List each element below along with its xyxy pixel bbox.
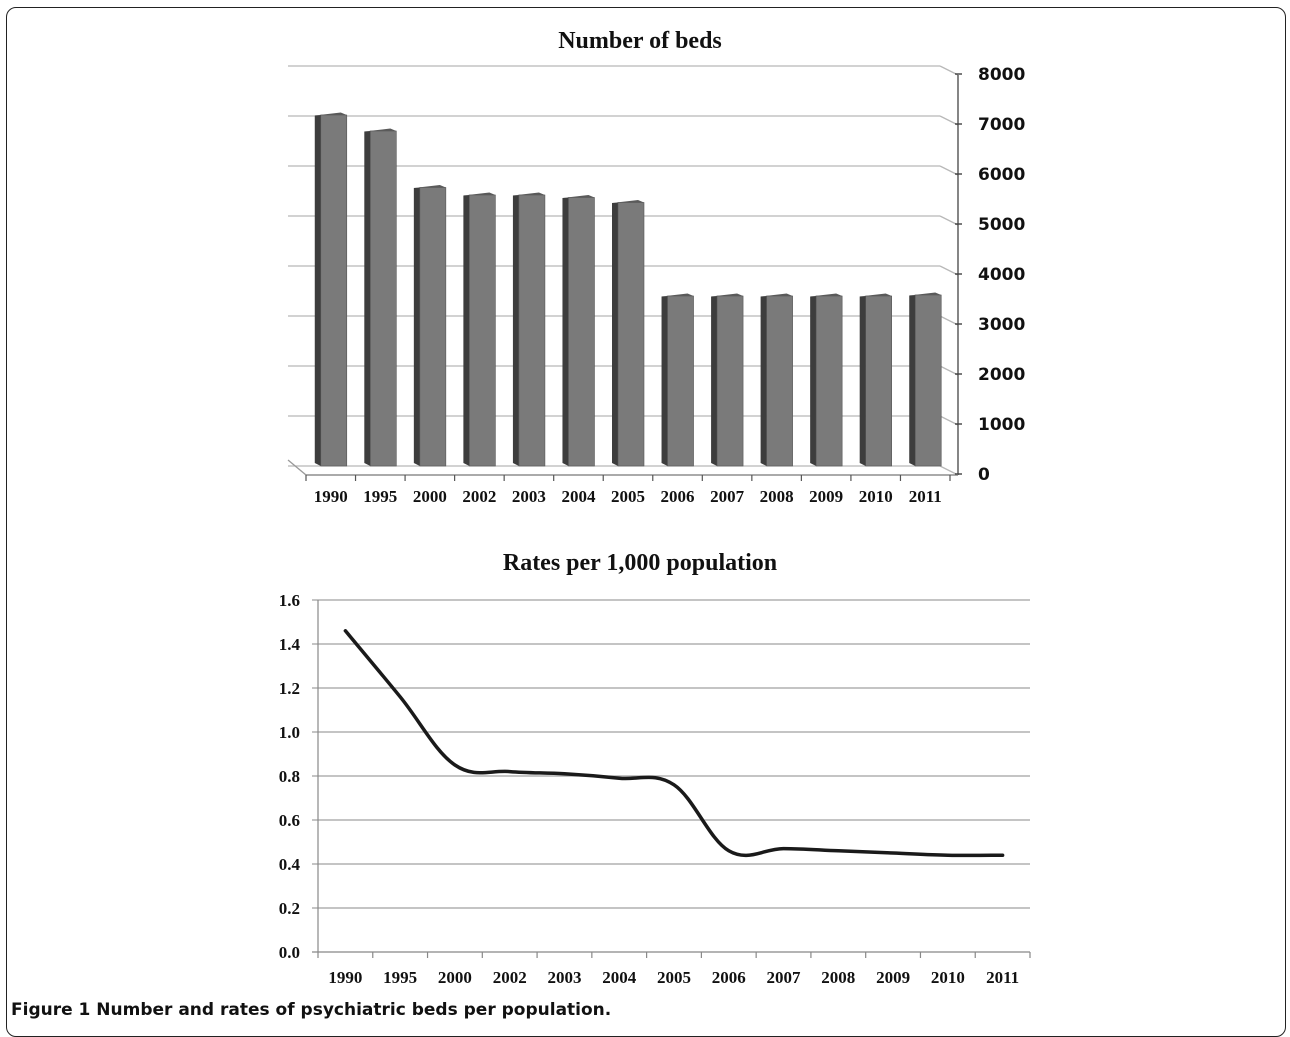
beds-x-tick-label: 2009: [809, 487, 843, 506]
beds-bar: [420, 188, 446, 467]
rates-x-tick-label: 2006: [712, 968, 746, 987]
rates-axes: [318, 600, 1030, 958]
beds-bar-side: [414, 188, 420, 467]
beds-bar-side: [315, 115, 321, 466]
rates-x-tick-label: 2009: [876, 968, 910, 987]
beds-x-tick-label: 2006: [661, 487, 695, 506]
rates-y-tick-label: 0.0: [279, 943, 300, 962]
rates-x-tick-label: 2007: [767, 968, 802, 987]
beds-y-tick-label: 8000: [978, 65, 1025, 85]
beds-bar: [915, 295, 941, 466]
beds-chart: Number of beds 0 1000 2000 3000 4000 5000 6000…: [288, 28, 1025, 506]
rates-x-tick-label: 2004: [602, 968, 637, 987]
beds-bar: [717, 296, 743, 466]
beds-x-tick-label: 2000: [413, 487, 447, 506]
rates-y-tick-label: 1.2: [279, 679, 300, 698]
beds-bar: [519, 195, 545, 466]
beds-y-tick-label: 4000: [978, 265, 1025, 285]
beds-x-tick-label: 2005: [611, 487, 645, 506]
beds-y-tick-label: 6000: [978, 165, 1025, 185]
beds-bar-side: [463, 195, 469, 466]
beds-bar: [469, 195, 495, 466]
rates-y-tick-label: 1.0: [279, 723, 300, 742]
rates-x-tick-label: 2000: [438, 968, 472, 987]
beds-bar-side: [612, 203, 618, 467]
rates-y-tick-label: 0.6: [279, 811, 300, 830]
beds-x-tick-label: 2008: [760, 487, 794, 506]
beds-x-tick-label: 2003: [512, 487, 546, 506]
rates-y-tick-labels: 0.0 0.2 0.4 0.6 0.8 1.0 1.2 1.4 1.6: [279, 591, 301, 962]
rates-series-line: [345, 631, 1002, 856]
beds-y-tick-label: 0: [978, 465, 990, 485]
beds-bar: [816, 296, 842, 466]
beds-x-tick-label: 2010: [859, 487, 893, 506]
beds-y-tick-label: 5000: [978, 215, 1025, 235]
beds-bar-side: [860, 296, 866, 466]
rates-y-tick-label: 1.6: [279, 591, 300, 610]
beds-x-tick-label: 2007: [710, 487, 745, 506]
beds-bar-side: [810, 296, 816, 466]
beds-x-tick-label: 2004: [561, 487, 596, 506]
beds-bar: [767, 296, 793, 466]
rates-chart-title: Rates per 1,000 population: [503, 550, 777, 576]
rates-x-tick-label: 2003: [547, 968, 581, 987]
rates-x-tick-labels: 1990 1995 2000 2002 2003 2004 2005 2006 2007 2008…: [328, 968, 1019, 987]
beds-chart-title: Number of beds: [558, 28, 722, 54]
beds-y-tick-label: 2000: [978, 365, 1025, 385]
beds-y-tick-label: 7000: [978, 115, 1025, 135]
figure-svg: Number of beds 0 1000 2000 3000 4000 5000 6000…: [0, 0, 1290, 1000]
beds-y-tick-labels: 0 1000 2000 3000 4000 5000 6000 7000 8000: [978, 65, 1025, 485]
beds-x-tick-label: 2011: [909, 487, 942, 506]
rates-chart: Rates per 1,000 population 0.00.20.40.60…: [279, 550, 1030, 987]
beds-bar-side: [711, 296, 717, 466]
rates-series: [345, 631, 1002, 856]
beds-bar-side: [909, 295, 915, 466]
rates-x-tick-label: 2005: [657, 968, 691, 987]
beds-bar: [568, 198, 594, 467]
rates-x-tick-label: 2011: [986, 968, 1019, 987]
beds-bar-side: [662, 296, 668, 466]
rates-y-tick-label: 0.4: [279, 855, 301, 874]
rates-y-tick-label: 0.2: [279, 899, 300, 918]
beds-x-tick-label: 2002: [462, 487, 496, 506]
beds-x-tick-label: 1990: [314, 487, 348, 506]
beds-bar-side: [562, 198, 568, 467]
rates-x-tick-label: 2010: [931, 968, 965, 987]
rates-y-tick-label: 1.4: [279, 635, 301, 654]
beds-x-tick-labels: 1990 1995 2000 2002 2003 2004 2005 2006 2007 2008…: [314, 487, 942, 506]
beds-bar-side: [513, 195, 519, 466]
beds-bar: [668, 296, 694, 466]
rates-x-tick-label: 1995: [383, 968, 417, 987]
rates-x-tick-label: 1990: [328, 968, 362, 987]
rates-x-tick-label: 2008: [821, 968, 855, 987]
beds-x-tick-label: 1995: [363, 487, 397, 506]
beds-floor-edge: [288, 460, 306, 475]
beds-bar: [866, 296, 892, 466]
beds-y-tick-label: 3000: [978, 315, 1025, 335]
rates-y-tick-label: 0.8: [279, 767, 300, 786]
rates-x-tick-label: 2002: [493, 968, 527, 987]
beds-bar-side: [364, 131, 370, 466]
beds-bar-side: [761, 296, 767, 466]
beds-bar: [370, 131, 396, 466]
beds-bar: [321, 115, 347, 466]
rates-gridlines: [312, 600, 1030, 952]
beds-y-tick-label: 1000: [978, 415, 1025, 435]
figure-caption: Figure 1 Number and rates of psychiatric…: [11, 1000, 611, 1020]
beds-bar: [618, 203, 644, 467]
